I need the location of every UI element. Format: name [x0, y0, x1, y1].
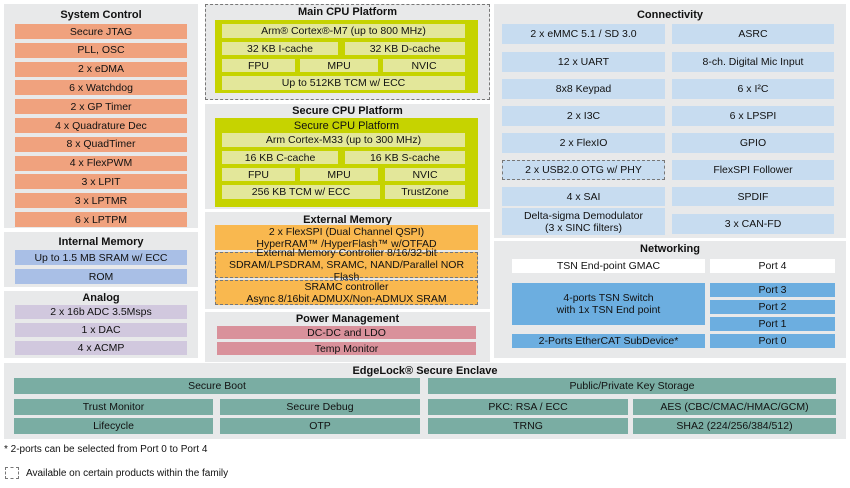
emc: External Memory Controller 8/16/32-bit S…: [215, 247, 478, 283]
edgelock-item: Secure Boot: [14, 378, 420, 394]
system-control-item: 2 x GP Timer: [15, 99, 187, 115]
system-control-item: PLL, OSC: [15, 42, 187, 58]
port-3: Port 3: [710, 283, 835, 297]
connectivity-item: 8x8 Keypad: [502, 79, 665, 99]
system-control-panel: [4, 4, 198, 228]
secure-tcm: 256 KB TCM w/ ECC: [222, 185, 380, 199]
ethercat: 2-Ports EtherCAT SubDevice*: [512, 334, 705, 348]
sramc: SRAMC controller Async 8/16bit ADMUX/Non…: [215, 280, 478, 305]
internal-memory-item: Up to 1.5 MB SRAM w/ ECC: [15, 250, 187, 265]
system-control-item: 6 x LPTPM: [15, 212, 187, 227]
secure-cpu-title: Secure CPU Platform: [292, 105, 403, 117]
dcdc-ldo: DC-DC and LDO: [217, 326, 476, 339]
edgelock-item: AES (CBC/CMAC/HMAC/GCM): [633, 399, 836, 415]
scache: 16 KB S-cache: [345, 151, 465, 164]
secure-cpu-subtitle: Secure CPU Platform: [293, 120, 400, 132]
system-control-title: System Control: [60, 8, 142, 21]
analog-item: 2 x 16b ADC 3.5Msps: [15, 305, 187, 319]
connectivity-item: 3 x CAN-FD: [672, 214, 834, 234]
main-cpu-title: Main CPU Platform: [297, 6, 397, 18]
connectivity-item: SPDIF: [672, 187, 834, 206]
temp-monitor: Temp Monitor: [217, 342, 476, 355]
edgelock-item: Secure Debug: [220, 399, 420, 415]
secure-mpu: MPU: [300, 168, 378, 181]
flexspi: 2 x FlexSPI (Dual Channel QSPI) HyperRAM…: [215, 225, 478, 250]
cpu-core: Arm® Cortex®-M7 (up to 800 MHz): [222, 24, 465, 38]
edgelock-item: Lifecycle: [14, 418, 213, 434]
edgelock-item: OTP: [220, 418, 420, 434]
tsn-switch: 4-ports TSN Switch with 1x TSN End point: [512, 283, 705, 325]
connectivity-item: 12 x UART: [502, 52, 665, 72]
trustzone: TrustZone: [385, 185, 465, 199]
legend-text: Available on certain products within the…: [26, 467, 229, 479]
analog-item: 1 x DAC: [15, 323, 187, 337]
secure-nvic: NVIC: [385, 168, 465, 181]
system-control-item: 4 x Quadrature Dec: [15, 118, 187, 133]
connectivity-item: 4 x SAI: [502, 187, 665, 206]
system-control-item: 2 x eDMA: [15, 61, 187, 77]
port-2: Port 2: [710, 300, 835, 314]
dashed-legend-icon: [5, 467, 19, 479]
system-control-item: 8 x QuadTimer: [15, 136, 187, 152]
port-4: Port 4: [710, 259, 835, 273]
secure-fpu: FPU: [222, 168, 295, 181]
edgelock-item: Public/Private Key Storage: [428, 378, 836, 394]
connectivity-item: GPIO: [672, 133, 834, 153]
system-control-item: 6 x Watchdog: [15, 80, 187, 96]
system-control-item: 3 x LPTMR: [15, 193, 187, 209]
connectivity-item: Delta-sigma Demodulator (3 x SINC filter…: [502, 208, 665, 235]
connectivity-item: ASRC: [672, 24, 834, 44]
connectivity-item: FlexSPI Follower: [672, 160, 834, 180]
tsn-gmac: TSN End-point GMAC: [512, 259, 705, 273]
system-control-item: 3 x LPIT: [15, 174, 187, 190]
edgelock-item: Trust Monitor: [14, 399, 213, 415]
tcm: Up to 512KB TCM w/ ECC: [222, 76, 465, 90]
fpu: FPU: [222, 59, 295, 72]
internal-memory-title: Internal Memory: [58, 235, 144, 248]
connectivity-item: 2 x FlexIO: [502, 133, 665, 153]
edgelock-item: PKC: RSA / ECC: [428, 399, 628, 415]
connectivity-item: 6 x I²C: [672, 79, 834, 99]
connectivity-item: 8-ch. Digital Mic Input: [672, 52, 834, 72]
edgelock-item: SHA2 (224/256/384/512): [633, 418, 836, 434]
analog-item: 4 x ACMP: [15, 341, 187, 355]
dcache: 32 KB D-cache: [345, 42, 465, 55]
analog-title: Analog: [82, 292, 120, 304]
edgelock-item: TRNG: [428, 418, 628, 434]
port-0: Port 0: [710, 334, 835, 348]
secure-cpu-core: Arm Cortex-M33 (up to 300 MHz): [222, 133, 465, 147]
nvic: NVIC: [383, 59, 465, 72]
system-control-item: Secure JTAG: [15, 24, 187, 39]
connectivity-item: 6 x LPSPI: [672, 106, 834, 126]
connectivity-item: 2 x I3C: [502, 106, 665, 126]
icache: 32 KB I-cache: [222, 42, 338, 55]
power-title: Power Management: [295, 312, 400, 325]
ccache: 16 KB C-cache: [222, 151, 338, 164]
networking-title: Networking: [640, 242, 700, 255]
connectivity-title: Connectivity: [636, 8, 703, 21]
port-1: Port 1: [710, 317, 835, 331]
edgelock-title: EdgeLock® Secure Enclave: [352, 364, 498, 377]
external-memory-title: External Memory: [303, 213, 392, 226]
mpu: MPU: [300, 59, 378, 72]
connectivity-item: 2 x eMMC 5.1 / SD 3.0: [502, 24, 665, 44]
system-control-item: 4 x FlexPWM: [15, 155, 187, 171]
connectivity-item: 2 x USB2.0 OTG w/ PHY: [502, 160, 665, 180]
footnote: * 2-ports can be selected from Port 0 to…: [4, 444, 208, 455]
internal-memory-item: ROM: [15, 269, 187, 284]
